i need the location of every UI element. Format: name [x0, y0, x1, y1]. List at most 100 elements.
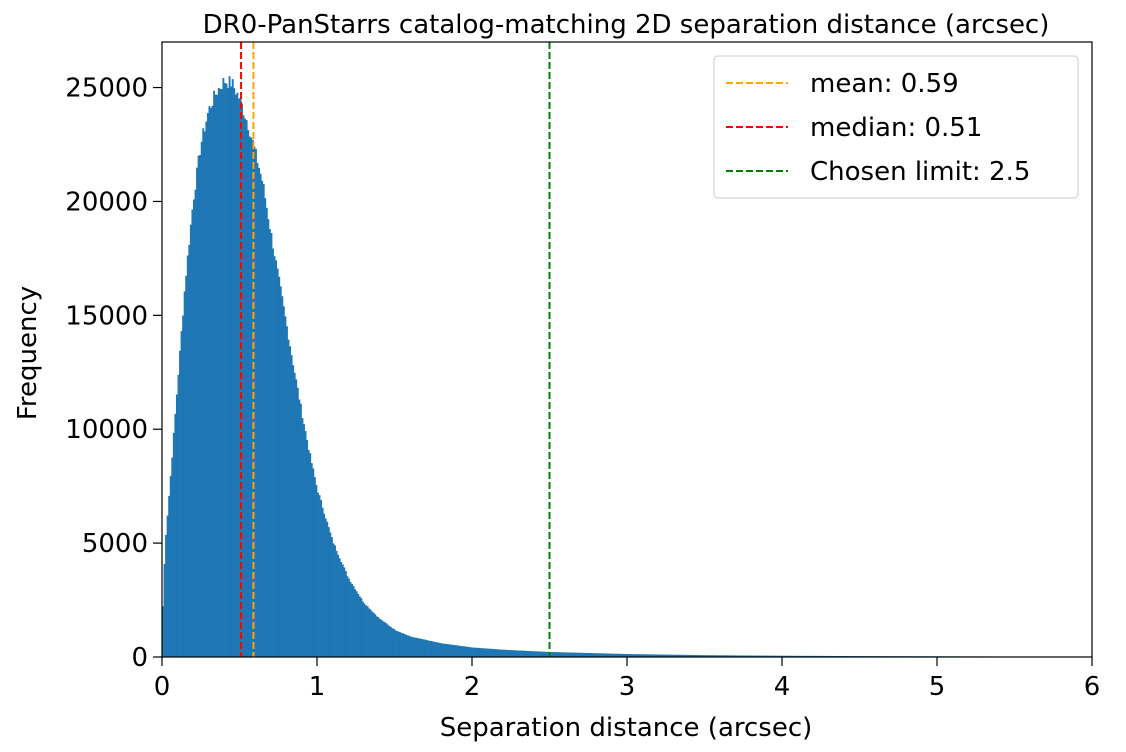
histogram-bar-37 — [219, 88, 222, 658]
histogram-bar-101 — [318, 495, 321, 657]
chart-title: DR0-PanStarrs catalog-matching 2D separa… — [203, 10, 1050, 40]
histogram-bar-3 — [166, 515, 169, 657]
histogram-bar-224 — [509, 650, 512, 657]
histogram-bar-392 — [769, 655, 772, 657]
histogram-bar-404 — [788, 655, 791, 657]
histogram-bar-381 — [752, 655, 755, 657]
histogram-bar-368 — [732, 655, 735, 657]
histogram-bar-65 — [262, 184, 265, 658]
histogram-bar-139 — [377, 617, 380, 657]
histogram-bar-35 — [216, 94, 219, 657]
histogram-bar-292 — [614, 653, 617, 657]
histogram-bar-295 — [619, 653, 622, 657]
histogram-bar-291 — [613, 653, 615, 657]
histogram-bar-217 — [498, 649, 501, 657]
histogram-bar-83 — [290, 355, 293, 657]
histogram-bar-175 — [433, 641, 436, 657]
histogram-bar-359 — [718, 655, 721, 657]
histogram-bar-219 — [501, 649, 504, 657]
histogram-bar-168 — [422, 639, 425, 657]
histogram-bar-227 — [513, 650, 516, 657]
histogram-bar-398 — [778, 655, 781, 657]
histogram-bar-222 — [506, 649, 508, 657]
histogram-bar-212 — [490, 648, 493, 657]
histogram-bar-9 — [175, 394, 178, 657]
histogram-bar-319 — [656, 654, 659, 657]
histogram-bar-228 — [515, 650, 518, 657]
histogram-bar-113 — [337, 554, 340, 657]
histogram-bar-294 — [617, 653, 620, 657]
histogram-bar-299 — [625, 654, 628, 657]
histogram-bar-31 — [210, 107, 212, 657]
histogram-bar-92 — [304, 431, 307, 657]
histogram-bar-94 — [307, 450, 310, 657]
histogram-bar-38 — [220, 89, 223, 658]
histogram-bar-336 — [682, 654, 685, 657]
histogram-bar-154 — [400, 633, 403, 657]
histogram-bar-110 — [332, 543, 335, 657]
histogram-bar-46 — [233, 88, 236, 657]
histogram-bar-151 — [396, 630, 398, 657]
histogram-bar-27 — [203, 131, 206, 657]
histogram-bar-90 — [301, 418, 304, 657]
histogram-bar-48 — [236, 92, 239, 657]
histogram-bar-112 — [335, 550, 338, 657]
histogram-bar-314 — [648, 654, 651, 657]
histogram-bar-208 — [484, 648, 487, 657]
histogram-bar-97 — [312, 468, 315, 657]
histogram-bar-195 — [464, 646, 467, 657]
histogram-bar-72 — [273, 256, 276, 657]
histogram-bar-56 — [248, 136, 251, 657]
histogram-bar-116 — [341, 564, 344, 657]
histogram-bar-296 — [620, 653, 623, 657]
histogram-bar-36 — [217, 88, 220, 657]
histogram-bar-136 — [372, 612, 375, 657]
histogram-bar-131 — [365, 605, 367, 657]
histogram-bar-63 — [259, 173, 262, 657]
histogram-bar-256 — [558, 652, 561, 657]
histogram-bar-99 — [315, 484, 318, 657]
histogram-bar-16 — [186, 255, 189, 657]
histogram-bar-85 — [293, 372, 296, 657]
histogram-bar-244 — [540, 651, 543, 657]
histogram-bars — [162, 76, 1093, 658]
histogram-bar-41 — [225, 83, 228, 657]
histogram-bar-98 — [313, 477, 316, 657]
histogram-bar-354 — [710, 655, 713, 657]
histogram-bar-318 — [654, 654, 657, 657]
histogram-bar-204 — [478, 647, 481, 657]
histogram-bar-290 — [611, 653, 614, 657]
histogram-bar-187 — [451, 644, 454, 657]
histogram-bar-259 — [563, 652, 566, 657]
histogram-bar-343 — [693, 655, 696, 657]
histogram-bar-349 — [702, 655, 705, 657]
histogram-bar-52 — [242, 115, 245, 657]
histogram-bar-272 — [583, 652, 586, 657]
histogram-bar-312 — [645, 654, 648, 657]
histogram-bar-118 — [344, 571, 347, 657]
histogram-bar-353 — [709, 655, 712, 657]
histogram-bar-29 — [206, 113, 209, 657]
histogram-bar-303 — [631, 654, 634, 657]
histogram-bar-206 — [481, 648, 484, 657]
histogram-bar-106 — [326, 521, 329, 657]
histogram-bar-311 — [644, 654, 646, 657]
histogram-bar-373 — [740, 655, 743, 657]
histogram-bar-402 — [785, 655, 787, 657]
x-tick-label-0: 0 — [154, 672, 171, 702]
histogram-bar-79 — [284, 316, 287, 657]
histogram-bar-306 — [636, 654, 639, 657]
histogram-bar-279 — [594, 653, 597, 657]
histogram-bar-68 — [267, 219, 270, 658]
histogram-bar-190 — [456, 645, 459, 657]
histogram-bar-186 — [450, 644, 453, 657]
histogram-bar-323 — [662, 654, 665, 657]
histogram-bar-339 — [687, 654, 690, 657]
histogram-bar-345 — [696, 655, 699, 657]
histogram-bar-91 — [303, 424, 305, 657]
histogram-bar-246 — [543, 651, 546, 657]
histogram-bar-310 — [642, 654, 645, 657]
histogram-bar-308 — [639, 654, 642, 657]
histogram-bar-347 — [699, 655, 702, 657]
